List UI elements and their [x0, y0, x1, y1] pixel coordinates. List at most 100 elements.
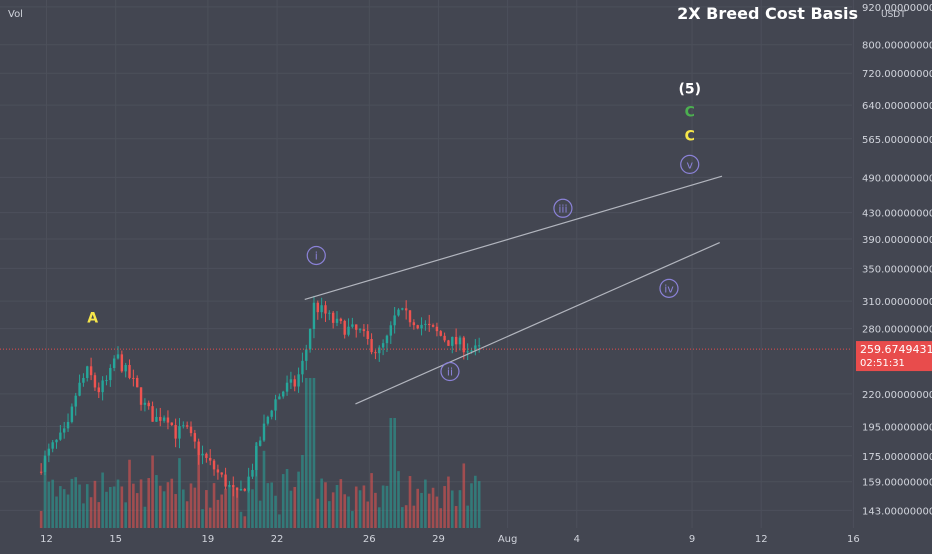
candle-body	[101, 380, 104, 393]
candle-body	[166, 417, 170, 423]
candle-body	[358, 329, 362, 331]
volume-bar	[85, 484, 89, 528]
candle-body	[339, 318, 343, 321]
volume-bar	[447, 476, 450, 528]
volume-bar	[170, 478, 174, 528]
candle-body	[312, 302, 316, 329]
time-tick-label: 4	[574, 534, 580, 545]
candle-body	[136, 377, 139, 388]
price-tick-label: 565.00000000	[862, 135, 932, 146]
candle-body	[251, 470, 254, 477]
price-tick-label: 720.00000000	[862, 69, 932, 80]
volume-bar	[293, 486, 297, 528]
volume-bar	[420, 492, 423, 528]
volume-bar	[308, 378, 312, 528]
time-tick-label: 29	[432, 534, 445, 545]
candle-body	[454, 336, 458, 345]
volume-bar	[132, 483, 135, 528]
volume-bar	[285, 468, 289, 528]
volume-bar	[312, 378, 316, 528]
time-tick-label: 12	[755, 534, 768, 545]
candle-body	[247, 476, 250, 491]
candle-body	[393, 315, 396, 326]
volume-bar	[397, 471, 400, 528]
candle-body	[197, 441, 200, 456]
candle-body	[278, 396, 281, 400]
volume-bar	[78, 484, 81, 528]
candle-body	[458, 337, 462, 345]
volume-bar	[454, 506, 458, 528]
volume-bar	[120, 486, 124, 528]
candle-body	[151, 406, 154, 422]
volume-bar	[89, 497, 93, 528]
volume-bar	[224, 488, 227, 528]
candle-body	[239, 488, 243, 491]
volume-bar	[466, 505, 469, 528]
volume-bar	[201, 509, 204, 528]
candle-body	[285, 382, 289, 392]
volume-bar	[255, 442, 258, 528]
volume-bar	[316, 498, 320, 528]
candle-body	[170, 422, 173, 426]
volume-bar	[93, 480, 97, 528]
candle-layer	[39, 295, 481, 498]
candle-body	[258, 440, 262, 446]
time-axis[interactable]: 12 15 19 22 26 29 Aug 4 9 12 16	[40, 534, 860, 545]
volume-bar	[147, 478, 151, 528]
price-tag-box	[856, 341, 932, 372]
volume-bar	[231, 488, 235, 528]
candle-body	[305, 349, 308, 361]
volume-bar	[143, 506, 147, 528]
wave-text: iv	[664, 282, 674, 295]
candle-body	[466, 351, 469, 353]
candle-body	[51, 442, 54, 449]
candle-body	[139, 387, 143, 405]
candle-body	[443, 335, 446, 341]
volume-bar	[185, 501, 189, 528]
candle-body	[370, 339, 373, 353]
candle-body	[128, 364, 131, 378]
price-tick-label: 143.00000000	[862, 506, 932, 517]
volume-bar	[82, 503, 85, 528]
volume-bar	[158, 485, 162, 528]
candle-body	[220, 472, 223, 475]
candle-body	[89, 366, 93, 376]
time-tick-label: 22	[271, 534, 284, 545]
volume-bar	[155, 475, 158, 528]
candle-body	[70, 406, 74, 422]
candle-body	[232, 485, 235, 488]
volume-bar	[335, 484, 339, 528]
volume-bar	[408, 476, 412, 528]
wave-text: i	[315, 249, 318, 262]
wave-circle	[440, 361, 460, 382]
candle-body	[224, 474, 227, 487]
price-tag-countdown: 02:51:31	[860, 358, 905, 369]
volume-bar	[427, 493, 431, 528]
price-tick-label: 350.00000000	[862, 264, 932, 275]
volume-bar	[374, 492, 377, 528]
volume-bar	[97, 502, 101, 528]
candle-body	[59, 432, 62, 440]
price-axis[interactable]: 920.00000000 800.00000000 720.00000000 640.…	[862, 3, 932, 518]
volume-bar	[178, 458, 181, 528]
wave-text: iii	[558, 202, 567, 215]
volume-bar	[281, 474, 285, 528]
volume-bar	[278, 514, 281, 528]
drawing-layer	[304, 175, 723, 405]
price-tick-label: 640.00000000	[862, 101, 932, 112]
candle-body	[293, 379, 296, 387]
candle-body	[431, 325, 435, 327]
volume-bar	[74, 477, 78, 528]
candle-body	[143, 402, 147, 405]
candle-body	[74, 395, 77, 407]
candle-body	[343, 320, 346, 335]
candle-body	[120, 354, 124, 372]
candle-body	[55, 439, 58, 443]
price-tick-label: 920.00000000	[862, 3, 932, 14]
volume-bar	[116, 479, 120, 528]
volume-bar	[339, 479, 343, 528]
candle-body	[243, 488, 246, 491]
